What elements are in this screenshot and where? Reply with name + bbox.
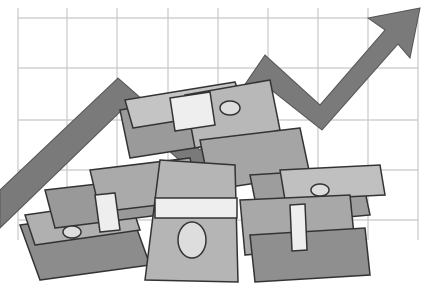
illustration bbox=[0, 0, 423, 285]
